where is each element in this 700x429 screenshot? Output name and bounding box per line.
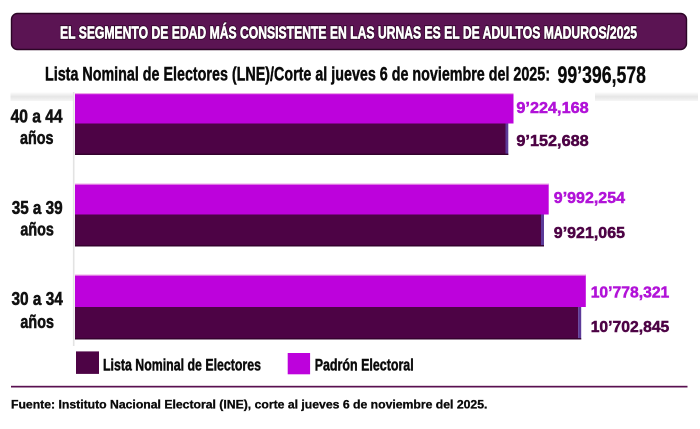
svg-text:35 a 39: 35 a 39: [12, 197, 63, 218]
svg-text:Fuente: Instituto Nacional Ele: Fuente: Instituto Nacional Electoral (IN…: [11, 397, 487, 411]
svg-text:9’224,168: 9’224,168: [516, 100, 588, 117]
svg-text:Lista Nominal de Electores: Lista Nominal de Electores: [103, 357, 261, 375]
svg-text:Padrón Electoral: Padrón Electoral: [315, 357, 414, 375]
svg-text:40 a 44: 40 a 44: [11, 106, 63, 127]
svg-text:años: años: [20, 311, 54, 332]
svg-text:años: años: [20, 219, 54, 240]
svg-text:10’778,321: 10’778,321: [591, 284, 670, 301]
svg-text:30 a 34: 30 a 34: [12, 288, 64, 309]
svg-text:EL SEGMENTO DE EDAD MÁS CONSIS: EL SEGMENTO DE EDAD MÁS CONSISTENTE EN L…: [60, 22, 637, 42]
svg-text:EL SEGMENTO DE EDAD MÁS CONSIS: EL SEGMENTO DE EDAD MÁS CONSISTENTE EN L…: [60, 22, 637, 42]
svg-text:años: años: [20, 127, 54, 148]
svg-text:9’992,254: 9’992,254: [554, 190, 625, 207]
svg-text:9’921,065: 9’921,065: [554, 225, 625, 242]
svg-text:99’396,578: 99’396,578: [558, 62, 647, 89]
svg-text:Lista Nominal de Electores (LN: Lista Nominal de Electores (LNE)/Corte a…: [45, 64, 550, 86]
svg-text:9’152,688: 9’152,688: [516, 133, 588, 150]
svg-text:10’702,845: 10’702,845: [591, 319, 670, 336]
